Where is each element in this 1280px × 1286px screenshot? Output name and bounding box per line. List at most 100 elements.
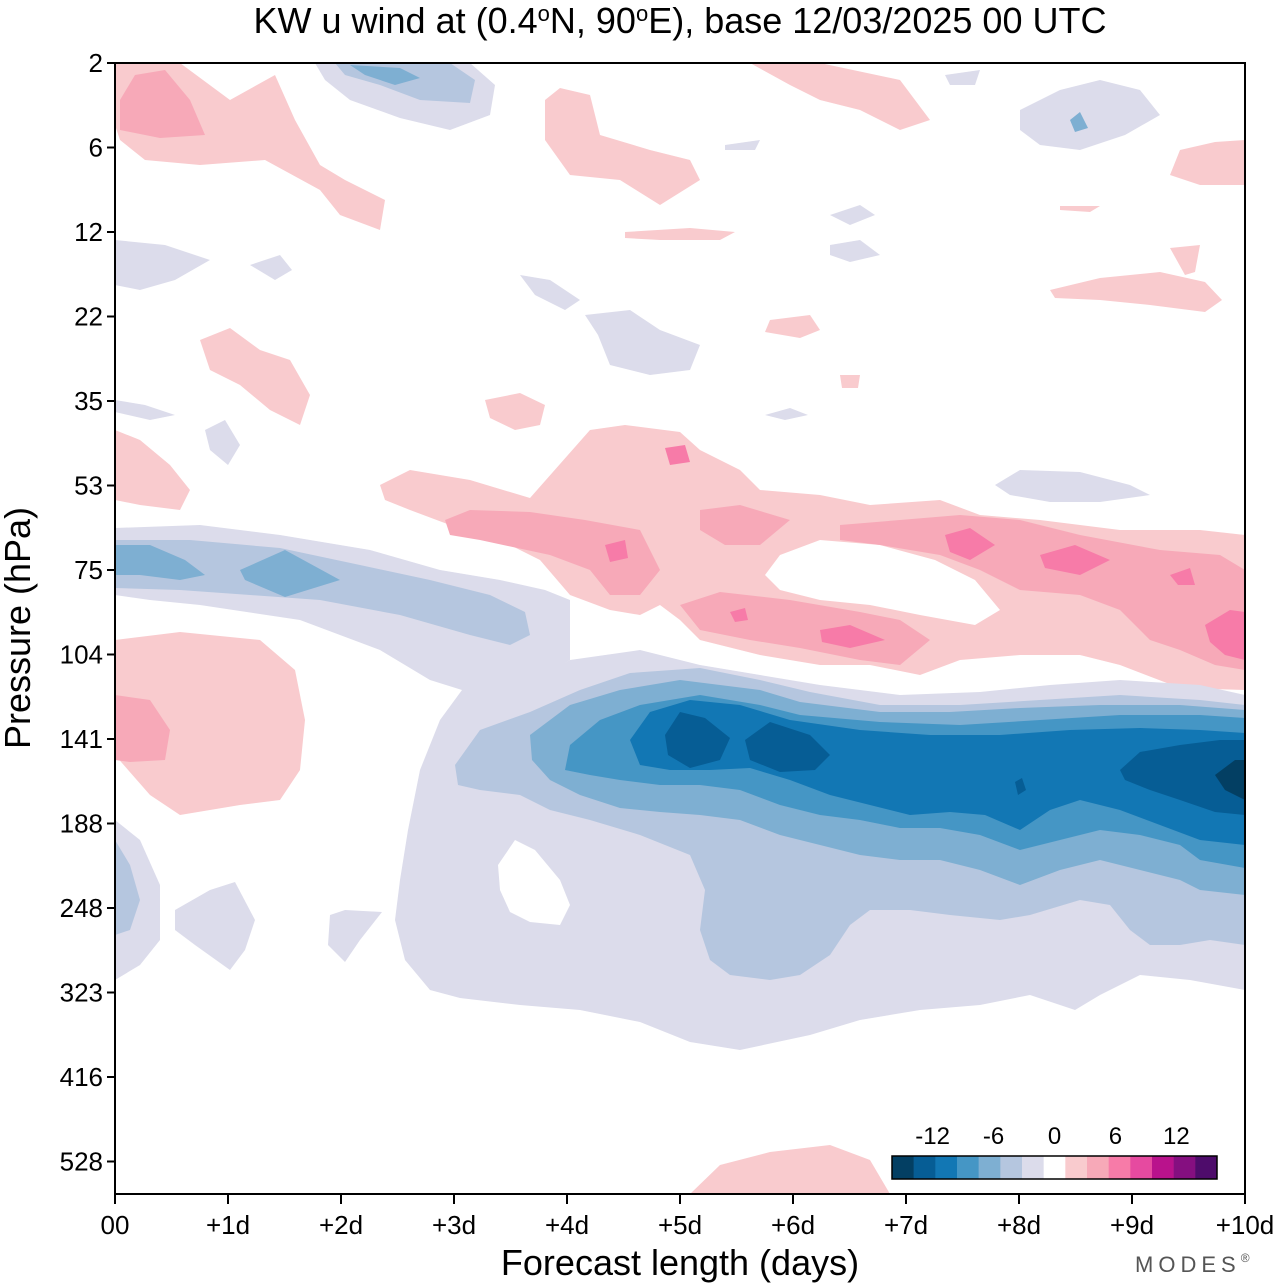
- colorbar-swatch: [913, 1156, 936, 1179]
- westerly-region: [945, 528, 995, 560]
- y-tick-label: 188: [60, 809, 103, 839]
- easterly-region: [1020, 80, 1160, 150]
- x-tick-label: 00: [101, 1210, 130, 1240]
- easterly-region: [350, 65, 420, 85]
- westerly-region: [730, 608, 748, 622]
- colorbar-swatch: [1152, 1156, 1174, 1179]
- y-tick-label: 2: [89, 48, 103, 78]
- westerly-region: [1170, 568, 1195, 585]
- easterly-region: [115, 240, 210, 290]
- y-tick-label: 75: [74, 555, 103, 585]
- westerly-region: [700, 505, 790, 545]
- colorbar-swatch: [957, 1156, 979, 1179]
- colorbar-frame: [891, 1155, 1218, 1180]
- x-tick-label: +2d: [319, 1210, 363, 1240]
- easterly-region: [175, 882, 255, 970]
- easterly-regions: [115, 63, 1245, 1050]
- x-tick-label: +7d: [884, 1210, 928, 1240]
- easterly-region: [115, 540, 530, 645]
- colorbar-swatch: [892, 1156, 914, 1179]
- colorbar-swatch: [1000, 1156, 1023, 1179]
- colorbar-swatch: [1022, 1156, 1044, 1179]
- westerly-region: [485, 393, 545, 430]
- colorbar-swatch: [1087, 1156, 1109, 1179]
- colorbar-swatch: [935, 1156, 958, 1179]
- westerly-region: [840, 515, 1245, 670]
- westerly-region: [445, 510, 660, 595]
- easterly-region: [585, 310, 700, 375]
- colorbar: -12 -6 0 6 12: [888, 1122, 1222, 1184]
- y-tick-label: 248: [60, 893, 103, 923]
- colorbar-label: 6: [1109, 1123, 1122, 1150]
- x-axis-label: Forecast length (days): [501, 1242, 859, 1283]
- colorbar-swatch: [1130, 1156, 1153, 1179]
- colorbar-label: 12: [1163, 1123, 1190, 1150]
- x-tick-label: +6d: [771, 1210, 815, 1240]
- colorbar-label: -12: [915, 1123, 950, 1150]
- plot-area: [115, 63, 1245, 1194]
- easterly-region: [115, 545, 205, 580]
- westerly-region: [625, 228, 735, 240]
- easterly-region: [240, 550, 340, 597]
- y-tick-label: 416: [60, 1062, 103, 1092]
- easterly-region: [1070, 112, 1088, 132]
- westerly-region: [115, 632, 305, 815]
- easterly-region: [765, 408, 808, 420]
- westerly-region: [840, 375, 860, 388]
- westerly-region: [605, 540, 628, 562]
- easterly-region: [1215, 760, 1245, 800]
- westerly-region: [200, 328, 310, 425]
- easterly-region: [115, 400, 175, 420]
- y-tick-label: 104: [60, 640, 103, 670]
- y-tick-label: 35: [74, 386, 103, 416]
- westerly-region: [690, 1145, 890, 1194]
- easterly-region: [995, 470, 1150, 502]
- westerly-region: [765, 540, 1000, 625]
- x-tick-label: +3d: [432, 1210, 476, 1240]
- colorbar-label: 0: [1048, 1123, 1061, 1150]
- colorbar-swatch: [1173, 1156, 1196, 1179]
- colorbar-swatch: [1195, 1156, 1218, 1179]
- westerly-region: [665, 445, 690, 465]
- x-axis: 00 +1d +2d +3d +4d +5d +6d +7d +8d +9d +10d: [101, 1194, 1275, 1240]
- westerly-region: [545, 88, 700, 205]
- colorbar-swatch: [1108, 1156, 1131, 1179]
- colorbar-swatch: [978, 1156, 1001, 1179]
- westerly-region: [1040, 545, 1110, 575]
- y-tick-label: 53: [74, 471, 103, 501]
- westerly-region: [115, 430, 190, 510]
- westerly-region: [765, 315, 820, 338]
- brand-logo: MODES®: [1135, 1251, 1250, 1277]
- x-tick-label: +8d: [997, 1210, 1041, 1240]
- westerly-region: [115, 695, 170, 762]
- easterly-region: [1120, 740, 1245, 815]
- easterly-region: [945, 70, 980, 85]
- easterly-region: [830, 205, 875, 225]
- westerly-region: [750, 63, 930, 130]
- x-tick-label: +10d: [1216, 1210, 1275, 1240]
- colorbar-label: -6: [983, 1123, 1004, 1150]
- easterly-region: [1015, 778, 1026, 795]
- colorbar-swatch: [1065, 1156, 1088, 1179]
- y-tick-label: 6: [89, 133, 103, 163]
- easterly-region: [520, 275, 580, 310]
- y-tick-label: 12: [74, 217, 103, 247]
- y-axis-label: Pressure (hPa): [0, 507, 38, 749]
- easterly-region: [115, 840, 140, 935]
- colorbar-swatch: [1043, 1156, 1066, 1179]
- easterly-region: [205, 420, 240, 465]
- westerly-region: [1170, 245, 1200, 275]
- y-tick-label: 22: [74, 302, 103, 332]
- easterly-region: [725, 140, 760, 150]
- y-tick-label: 528: [60, 1147, 103, 1177]
- y-axis: 2 6 12 22 35 53 75 104 141 188 248 323 416 528: [60, 48, 115, 1177]
- chart-title: KW u wind at (0.4oN, 90oE), base 12/03/2…: [254, 0, 1107, 41]
- x-tick-label: +5d: [658, 1210, 702, 1240]
- x-tick-label: +9d: [1110, 1210, 1154, 1240]
- westerly-region: [1060, 206, 1100, 212]
- westerly-region: [120, 70, 205, 138]
- westerly-region: [1050, 272, 1222, 312]
- easterly-region: [830, 240, 880, 262]
- easterly-region: [328, 910, 382, 962]
